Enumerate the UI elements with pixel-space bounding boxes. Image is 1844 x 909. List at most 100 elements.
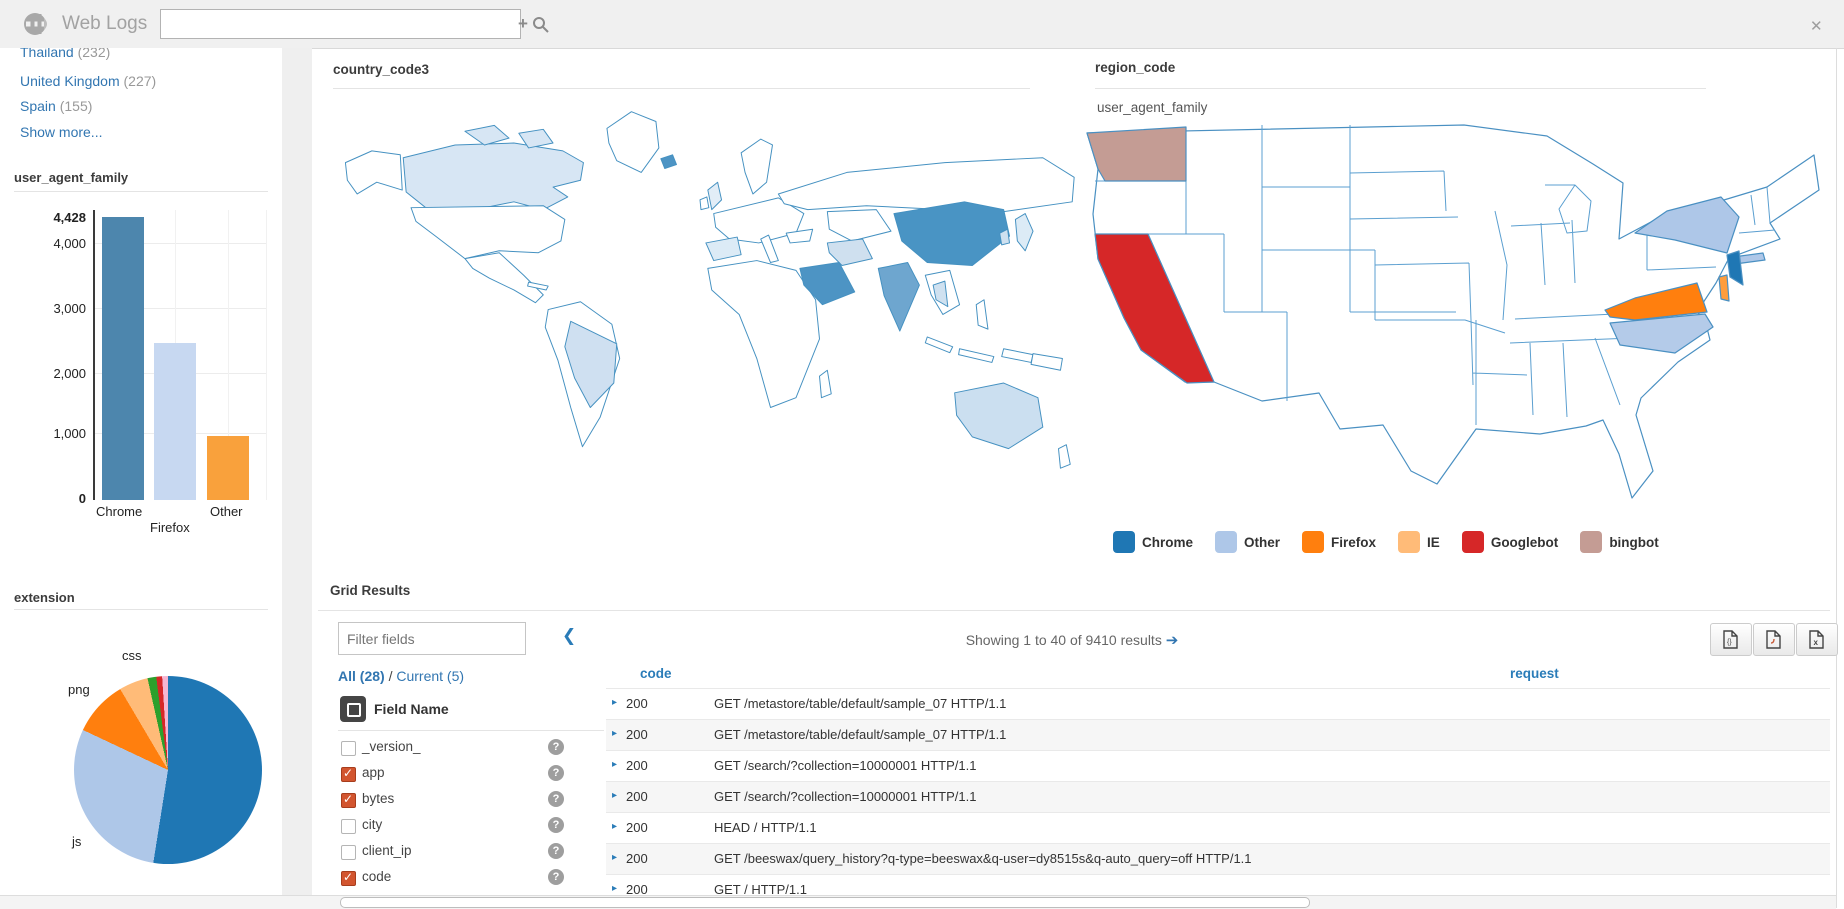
- field-checkbox[interactable]: [341, 870, 356, 886]
- facet-item[interactable]: Thailand (232): [20, 48, 110, 60]
- us-map[interactable]: [1075, 105, 1844, 525]
- country-new-zealand: [1058, 444, 1071, 469]
- help-icon[interactable]: ?: [548, 765, 564, 781]
- table-row[interactable]: ▸ 200 GET /beeswax/query_history?q-type=…: [606, 843, 1830, 875]
- divider: [333, 88, 1030, 89]
- add-search-icon[interactable]: +: [518, 14, 528, 33]
- world-map[interactable]: [318, 98, 1082, 526]
- cell-code: 200: [626, 696, 648, 711]
- country-greenland: [606, 111, 660, 173]
- region-central-asia: [826, 209, 892, 242]
- field-label: code: [362, 869, 392, 884]
- show-more-link[interactable]: Show more...: [20, 124, 103, 140]
- legend-item[interactable]: bingbot: [1580, 531, 1659, 553]
- state-washington[interactable]: [1086, 126, 1187, 182]
- expand-row-icon[interactable]: ▸: [612, 852, 618, 863]
- next-page-icon[interactable]: ➔: [1165, 632, 1179, 649]
- expand-row-icon[interactable]: ▸: [612, 821, 618, 832]
- legend-swatch: [1580, 531, 1603, 553]
- field-checkbox[interactable]: [341, 819, 356, 834]
- country-spain[interactable]: [705, 236, 742, 262]
- country-brazil[interactable]: [564, 320, 618, 408]
- help-icon[interactable]: ?: [548, 843, 564, 859]
- table-row[interactable]: ▸ 200 HEAD / HTTP/1.1: [606, 812, 1830, 844]
- column-header-request[interactable]: request: [1510, 666, 1559, 681]
- field-checkbox[interactable]: [341, 741, 356, 756]
- country-china[interactable]: [893, 201, 1011, 266]
- filter-fields-input[interactable]: [338, 622, 526, 655]
- state-virginia[interactable]: [1604, 282, 1708, 321]
- extension-pie-chart[interactable]: [74, 676, 262, 864]
- world-map-title: country_code3: [333, 62, 430, 77]
- country-ireland: [699, 196, 710, 211]
- y-tick: 0: [78, 491, 86, 506]
- country-uk[interactable]: [707, 181, 723, 211]
- field-row: bytes ?: [338, 788, 604, 814]
- x-label: Firefox: [150, 520, 190, 535]
- expand-row-icon[interactable]: ▸: [612, 759, 618, 770]
- table-row[interactable]: ▸ 200 GET /metastore/table/default/sampl…: [606, 719, 1830, 751]
- cell-code: 200: [626, 758, 648, 773]
- country-india[interactable]: [877, 262, 920, 332]
- country-iceland[interactable]: [660, 154, 677, 169]
- table-row[interactable]: ▸ 200 GET / HTTP/1.1: [606, 874, 1830, 896]
- field-checkbox[interactable]: [341, 792, 356, 808]
- download-pdf-button[interactable]: [1753, 623, 1795, 656]
- cell-request: GET /search/?collection=10000001 HTTP/1.…: [714, 789, 977, 804]
- help-icon[interactable]: ?: [548, 739, 564, 755]
- search-input[interactable]: [160, 9, 521, 39]
- expand-row-icon[interactable]: ▸: [612, 790, 618, 801]
- help-icon[interactable]: ?: [548, 869, 564, 885]
- search-icon[interactable]: [532, 16, 549, 33]
- close-icon[interactable]: ✕: [1810, 18, 1823, 35]
- column-header-code[interactable]: code: [640, 666, 672, 681]
- country-australia[interactable]: [954, 382, 1044, 450]
- expand-row-icon[interactable]: ▸: [612, 883, 618, 894]
- field-checkbox[interactable]: [341, 766, 356, 782]
- legend-item[interactable]: IE: [1398, 531, 1440, 553]
- country-canada[interactable]: [402, 142, 584, 211]
- table-row[interactable]: ▸ 200 GET /metastore/table/default/sampl…: [606, 688, 1830, 720]
- horizontal-scrollbar-thumb[interactable]: [340, 897, 1310, 908]
- legend-item[interactable]: Other: [1215, 531, 1280, 553]
- state-new-jersey[interactable]: [1726, 250, 1744, 286]
- legend-item[interactable]: Firefox: [1302, 531, 1376, 553]
- toggle-all-fields-checkbox[interactable]: [340, 696, 366, 722]
- gridline: [95, 308, 267, 309]
- table-row[interactable]: ▸ 200 GET /search/?collection=10000001 H…: [606, 781, 1830, 813]
- hue-logo: [24, 13, 47, 35]
- state-california[interactable]: [1094, 233, 1215, 384]
- cell-code: 200: [626, 820, 648, 835]
- legend-item[interactable]: Googlebot: [1461, 531, 1558, 553]
- y-tick: 1,000: [53, 426, 86, 441]
- bar-firefox[interactable]: [154, 343, 196, 500]
- state-delaware[interactable]: [1718, 274, 1730, 302]
- expand-row-icon[interactable]: ▸: [612, 697, 618, 708]
- country-thailand[interactable]: [932, 280, 949, 308]
- country-saudi-arabia[interactable]: [799, 262, 856, 306]
- facet-link: Spain: [20, 98, 56, 114]
- field-checkbox[interactable]: [341, 845, 356, 860]
- country-japan[interactable]: [1014, 213, 1034, 252]
- help-icon[interactable]: ?: [548, 791, 564, 807]
- help-icon[interactable]: ?: [548, 817, 564, 833]
- state-new-york[interactable]: [1634, 196, 1740, 254]
- country-iran[interactable]: [826, 238, 873, 266]
- island-sumatra: [924, 336, 954, 354]
- all-fields-link[interactable]: All (28): [338, 668, 385, 684]
- pie-label-js: js: [72, 834, 82, 849]
- facet-item[interactable]: United Kingdom (227): [20, 73, 156, 89]
- download-csv-button[interactable]: {}: [1710, 623, 1752, 656]
- expand-row-icon[interactable]: ▸: [612, 728, 618, 739]
- table-row[interactable]: ▸ 200 GET /search/?collection=10000001 H…: [606, 750, 1830, 782]
- country-south-korea[interactable]: [999, 228, 1011, 246]
- current-fields-link[interactable]: Current (5): [396, 668, 465, 684]
- state-north-carolina[interactable]: [1609, 313, 1714, 354]
- legend-item[interactable]: Chrome: [1113, 531, 1193, 553]
- collapse-fields-icon[interactable]: ❮: [562, 626, 577, 645]
- bar-chrome[interactable]: [102, 217, 144, 500]
- bar-other[interactable]: [207, 436, 249, 500]
- download-xls-button[interactable]: x: [1796, 623, 1838, 656]
- y-tick: 4,428: [53, 210, 86, 225]
- facet-item[interactable]: Spain (155): [20, 98, 92, 114]
